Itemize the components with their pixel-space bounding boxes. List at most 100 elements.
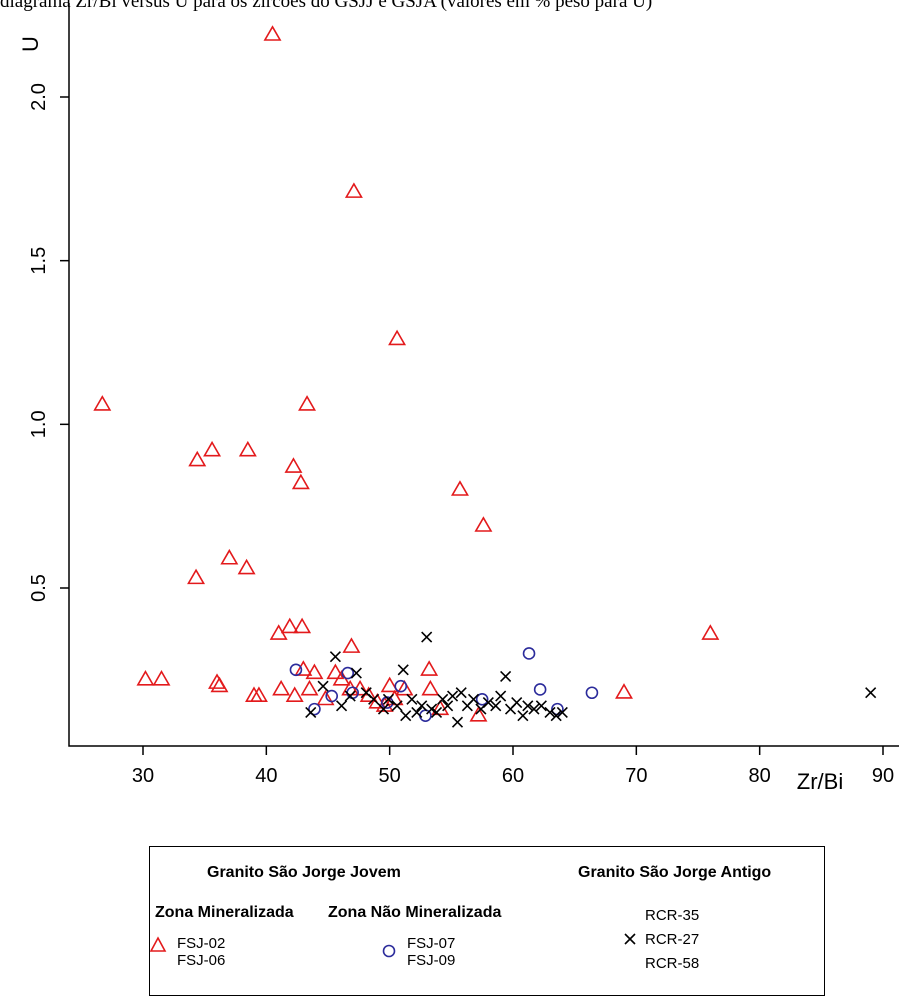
point-cross — [437, 693, 449, 705]
legend-triangle-icon — [150, 936, 167, 952]
point-cross — [447, 690, 459, 702]
point-circle — [325, 689, 339, 703]
y-axis-title: U — [18, 36, 43, 52]
point-cross — [517, 710, 529, 722]
point-triangle — [210, 676, 229, 693]
point-circle — [522, 647, 536, 660]
point-cross — [400, 710, 412, 722]
y-tick: 1.5 — [28, 247, 69, 275]
point-triangle — [294, 660, 313, 676]
x-tick-label: 90 — [872, 765, 894, 787]
legend: Granito São Jorge Jovem Granito São Jorg… — [149, 846, 825, 996]
point-cross — [495, 690, 507, 702]
point-cross — [467, 693, 480, 705]
point-cross — [544, 706, 556, 718]
y-tick-label: 0.5 — [28, 574, 50, 602]
point-triangle — [395, 679, 414, 696]
point-triangle — [237, 558, 256, 575]
point-triangle — [285, 686, 304, 703]
y-axis-ticks: 0.5 1.0 1.5 2.0 — [28, 83, 69, 602]
legend-zona-nao-mineralizada: Zona Não Mineralizada — [328, 904, 502, 921]
x-tick-label: 80 — [749, 765, 771, 787]
x-tick: 30 — [132, 746, 154, 787]
legend-item-rcr-35: RCR-35 — [645, 907, 700, 924]
point-triangle — [284, 457, 303, 473]
point-cross — [490, 700, 502, 712]
point-triangle — [238, 440, 257, 457]
point-triangle — [203, 440, 222, 457]
x-tick-label: 30 — [132, 765, 154, 787]
legend-item-rcr-58: RCR-58 — [645, 955, 700, 972]
point-triangle — [615, 683, 633, 699]
x-axis-title: Zr/Bi — [797, 769, 843, 794]
point-cross — [406, 693, 418, 705]
point-triangle — [291, 473, 310, 490]
y-tick-label: 1.5 — [28, 247, 50, 275]
point-triangle — [300, 679, 319, 696]
point-cross — [350, 667, 362, 679]
point-cross — [391, 700, 403, 712]
plot-frame — [68, 3, 899, 747]
point-triangle — [249, 686, 268, 703]
data-points — [93, 25, 877, 728]
point-triangle — [342, 637, 361, 653]
point-cross — [482, 697, 494, 709]
point-cross — [511, 697, 523, 709]
point-cross — [397, 664, 409, 676]
x-tick-label: 40 — [255, 765, 277, 787]
x-tick: 90 — [872, 746, 894, 787]
x-tick: 70 — [625, 746, 647, 787]
point-cross — [344, 690, 356, 702]
point-cross — [411, 706, 423, 718]
point-triangle — [431, 699, 450, 716]
point-triangle — [136, 670, 155, 686]
legend-item-fsj-07: FSJ-07 — [407, 935, 456, 952]
point-triangle — [280, 617, 299, 634]
x-tick: 60 — [502, 746, 524, 787]
point-cross — [535, 700, 547, 712]
point-cross — [528, 703, 540, 715]
point-triangle — [450, 480, 469, 496]
legend-item-fsj-09: FSJ-09 — [407, 952, 456, 969]
x-tick: 80 — [749, 746, 771, 787]
point-cross — [416, 700, 428, 712]
point-triangle — [220, 548, 239, 565]
point-triangle — [305, 663, 324, 680]
x-tick: 50 — [379, 746, 401, 787]
point-circle — [289, 663, 303, 677]
point-cross — [442, 700, 454, 712]
point-cross — [336, 700, 348, 712]
point-triangle — [420, 660, 439, 676]
point-circle — [308, 702, 321, 716]
series-triangle — [93, 25, 720, 722]
y-tick: 0.5 — [28, 574, 69, 602]
point-triangle — [293, 617, 312, 634]
x-tick-label: 70 — [625, 765, 647, 787]
point-circle — [394, 679, 408, 693]
legend-cross-icon — [624, 933, 636, 945]
scatter-plot: 30 40 50 60 70 80 90 0.5 1.0 1.5 2.0 U Zr/Bi — [18, 3, 899, 794]
point-circle — [341, 666, 355, 680]
point-triangle — [388, 329, 407, 346]
point-cross — [455, 687, 467, 699]
y-tick: 2.0 — [28, 83, 69, 111]
legend-item-fsj-02: FSJ-02 — [177, 935, 226, 952]
point-triangle — [263, 25, 282, 41]
legend-item-rcr-27: RCR-27 — [645, 931, 700, 948]
legend-item-fsj-06: FSJ-06 — [177, 952, 226, 969]
point-cross — [421, 631, 433, 643]
point-triangle — [326, 663, 345, 680]
point-triangle — [344, 182, 363, 198]
point-triangle — [380, 676, 399, 693]
point-cross — [377, 703, 390, 715]
figure-caption: diagrama Zr/Bi versus U para os zircões … — [0, 0, 653, 12]
point-triangle — [298, 395, 317, 411]
x-tick-label: 50 — [379, 765, 401, 787]
legend-circle-icon — [382, 944, 396, 958]
y-tick-label: 2.0 — [28, 83, 50, 111]
point-cross — [368, 693, 380, 705]
series-cross — [305, 631, 877, 728]
point-cross — [556, 706, 568, 718]
point-cross — [550, 710, 562, 722]
point-triangle — [316, 689, 335, 706]
